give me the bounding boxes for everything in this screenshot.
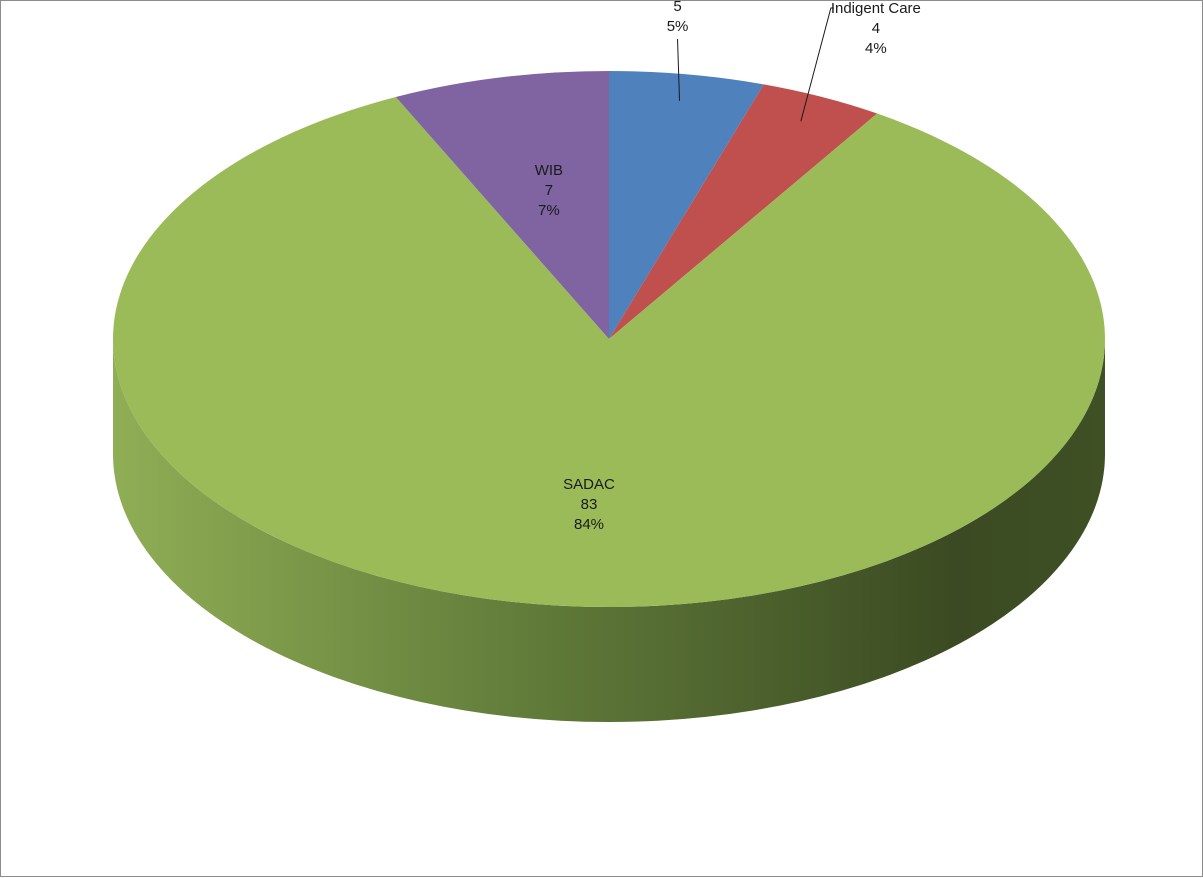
pie-side-wall: [113, 339, 1105, 722]
leader-line-indigent-care: [800, 7, 834, 122]
data-label-sadac-value: 83: [581, 496, 598, 513]
data-label-sadac-percent: 84%: [574, 516, 604, 533]
leader-line-veterans-affairs: [677, 38, 681, 101]
data-label-wib-value: 7: [545, 182, 553, 199]
data-label-veterans-affairs-percent: 5%: [667, 18, 689, 35]
data-label-indigent-care-percent: 4%: [865, 40, 887, 57]
data-label-sadac-name: SADAC: [563, 476, 615, 493]
pie-slice-sadac: [113, 97, 1105, 607]
data-label-wib-percent: 7%: [538, 202, 560, 219]
pie-slice-wib: [395, 71, 609, 339]
data-label-indigent-care-name: Indigent Care: [831, 1, 921, 17]
data-label-indigent-care-value: 4: [872, 20, 880, 37]
data-label-wib-name: WIB: [535, 162, 563, 179]
data-label-veterans-affairs-value: 5: [673, 1, 681, 15]
pie-slice-veterans-affairs: [609, 71, 764, 339]
pie-slice-indigent-care: [609, 84, 878, 339]
